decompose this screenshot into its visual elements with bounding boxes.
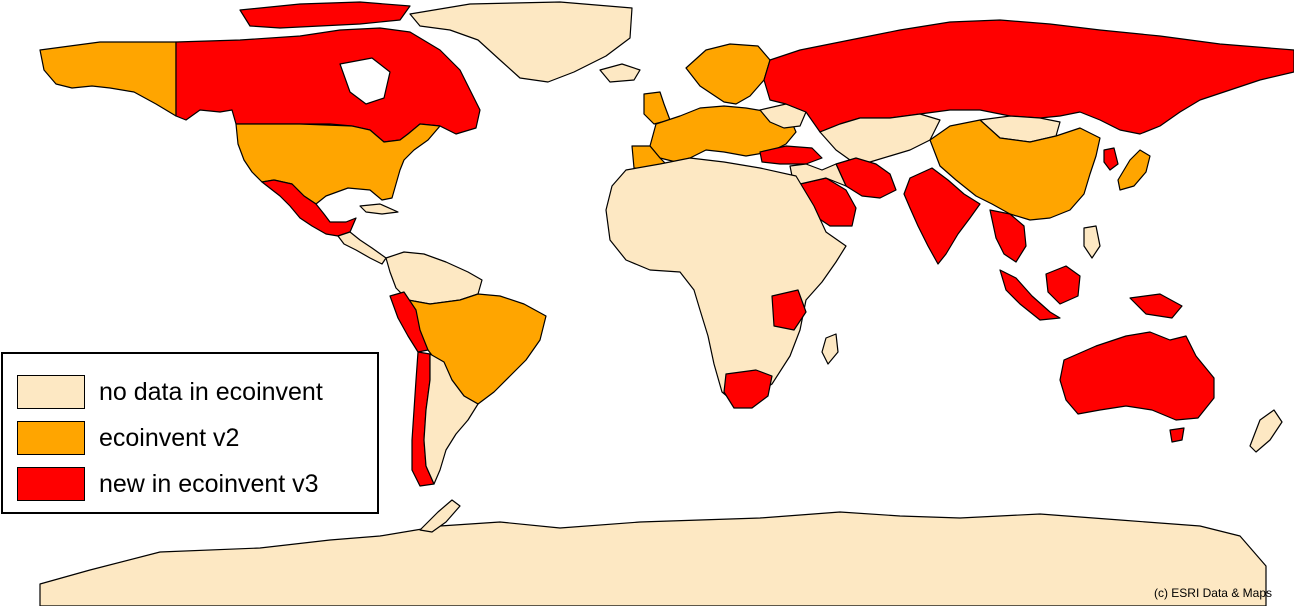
region-madagascar [821, 333, 839, 365]
region-new-guinea [1129, 293, 1183, 319]
region-greenland [409, 1, 633, 83]
region-antarctic-peninsula [419, 499, 461, 533]
region-philippines [1083, 225, 1101, 259]
region-tanzania [771, 289, 807, 331]
legend-item-v3: new in ecoinvent v3 [17, 466, 319, 502]
region-turkey [759, 145, 823, 165]
region-africa [605, 157, 847, 403]
region-tasmania [1169, 427, 1185, 443]
region-argentina [423, 353, 479, 485]
legend-label-v2: ecoinvent v2 [99, 423, 240, 452]
region-korea [1103, 147, 1119, 171]
region-canada-islands [239, 1, 411, 29]
legend-swatch-no-data [17, 375, 85, 409]
region-new-zealand [1249, 409, 1283, 453]
legend-label-v3: new in ecoinvent v3 [99, 469, 319, 498]
region-cuba [359, 203, 399, 215]
legend-item-v2: ecoinvent v2 [17, 420, 239, 456]
region-iran [835, 157, 897, 199]
region-central-america [337, 231, 387, 265]
map-credit: (c) ESRI Data & Maps [1153, 586, 1272, 600]
region-borneo [1045, 265, 1081, 305]
legend-swatch-v3 [17, 467, 85, 501]
region-antarctica [39, 511, 1267, 606]
region-china [929, 119, 1101, 221]
region-hudson-bay [339, 57, 391, 105]
region-usa [235, 123, 441, 205]
region-peru [389, 291, 429, 353]
map-legend: no data in ecoinvent ecoinvent v2 new in… [1, 352, 379, 514]
legend-item-no-data: no data in ecoinvent [17, 374, 323, 410]
region-japan [1117, 149, 1151, 191]
region-indochina [989, 209, 1027, 263]
legend-label-no-data: no data in ecoinvent [99, 377, 323, 406]
region-mexico [261, 179, 357, 237]
region-india [903, 167, 981, 265]
region-iceland [599, 63, 641, 83]
region-malaysia-indonesia [999, 269, 1061, 321]
region-uk [643, 91, 671, 125]
region-south-africa [723, 369, 773, 409]
legend-swatch-v2 [17, 421, 85, 455]
region-scandinavia [685, 43, 771, 105]
region-australia [1059, 331, 1215, 421]
region-alaska [39, 41, 177, 117]
